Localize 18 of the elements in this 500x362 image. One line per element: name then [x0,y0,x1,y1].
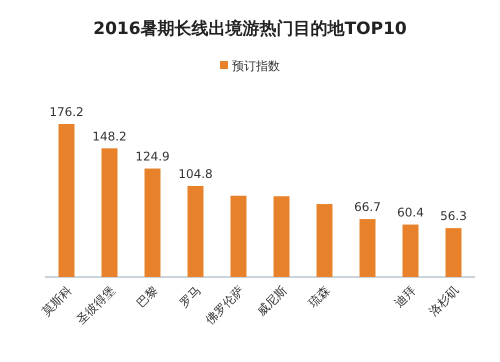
x-tick-label: 琉森 [306,283,333,310]
legend-label: 预订指数 [232,59,280,73]
data-label: 124.9 [135,150,170,164]
data-label: 148.2 [92,129,127,144]
x-tick-label: 莫斯科 [39,283,75,319]
x-tick-label: 佛罗伦萨 [202,283,247,328]
data-label: 56.3 [440,209,467,224]
data-label: 176.2 [49,105,84,119]
x-tick-label: 巴黎 [134,283,161,310]
x-tick-label: 洛杉矶 [426,283,462,319]
data-label: 60.4 [397,206,424,220]
x-tick-label: 罗马 [176,283,204,310]
x-tick-label: 迪拜 [392,283,419,310]
chart-title: 2016暑期长线出境游热门目的地TOP10 [93,19,407,39]
data-label: 104.8 [178,167,213,181]
x-tick-label: 圣彼得堡 [74,283,118,328]
x-tick-label: 威尼斯 [254,283,290,319]
data-label: 66.7 [354,200,381,214]
